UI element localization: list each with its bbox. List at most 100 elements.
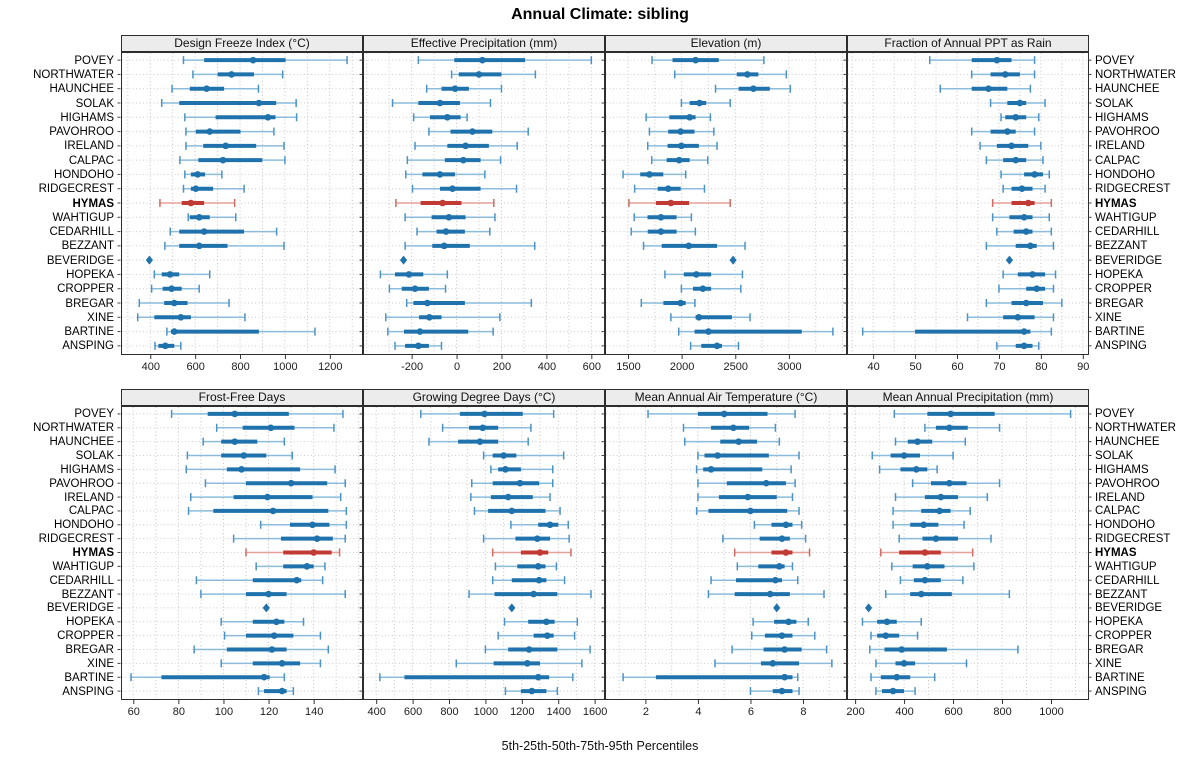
median-dot [535, 576, 543, 584]
percentile-row-bezzant [200, 590, 346, 599]
median-dot [203, 85, 210, 93]
median-dot [278, 687, 286, 695]
median-dot [416, 328, 424, 335]
percentile-row-cropper [751, 631, 816, 640]
median-dot [898, 646, 905, 653]
percentile-row-wahtigup [891, 562, 975, 571]
median-dot [883, 618, 891, 626]
median-dot [677, 128, 684, 135]
median-dot [778, 687, 786, 695]
site-label-right-xine: XINE [1095, 311, 1122, 324]
percentile-row-haunchee [425, 84, 503, 93]
percentile-row-hopeka [664, 270, 744, 279]
panel-plot-frost-free-days [117, 406, 366, 700]
x-axis-design-freeze-index-c: 400 600 800 1000 1200 [142, 355, 343, 373]
median-dot [194, 171, 201, 178]
median-dot [436, 171, 444, 178]
percentile-row-bezzant [468, 590, 592, 599]
site-label-left-pavohroo: PAVOHROO [49, 477, 114, 490]
median-dot [782, 549, 790, 556]
x-axis-growing-degree-days-c: 400 600 800 1000 1200 1400 1600 [368, 700, 607, 718]
percentile-row-bartine [861, 327, 1053, 336]
percentile-row-ridgecrest [1002, 184, 1046, 193]
percentile-row-hondoho [259, 520, 348, 529]
median-dot [187, 199, 195, 207]
median-dot [313, 535, 321, 542]
percentile-row-northwater [970, 70, 1036, 79]
median-dot [889, 687, 897, 695]
median-dot [730, 424, 737, 432]
site-label-left-hymas: HYMAS [72, 197, 114, 210]
site-label-left-hymas: HYMAS [72, 547, 114, 559]
percentile-row-xine [670, 313, 751, 322]
panel-plot-growing-degree-days-c [359, 406, 608, 700]
median-dot [516, 479, 524, 487]
median-dot [781, 646, 788, 653]
percentile-row-bezzant [884, 590, 1011, 599]
percentile-row-xine [966, 313, 1055, 322]
site-label-right-ansping: ANSPING [1095, 340, 1147, 353]
site-label-right-solak: SOLAK [1095, 450, 1134, 462]
percentile-row-highams [645, 113, 712, 122]
median-dot [692, 56, 699, 64]
median-dot [534, 673, 542, 681]
median-dot [231, 410, 239, 418]
median-dot [914, 438, 921, 445]
median-dot [260, 673, 268, 681]
percentile-row-cedarhill [630, 227, 697, 236]
median-dot [1008, 142, 1015, 150]
median-dot [534, 563, 542, 570]
site-label-left-bregar: BREGAR [65, 644, 114, 656]
median-dot [932, 535, 940, 542]
x-tick-label: 60 [951, 361, 963, 373]
percentile-row-hymas [395, 199, 495, 207]
percentile-row-ridgecrest [722, 534, 807, 543]
percentile-row-hymas [245, 548, 341, 557]
median-dot [772, 576, 779, 584]
site-label-left-cedarhill: CEDARHILL [49, 226, 114, 239]
site-label-right-solak: SOLAK [1095, 97, 1134, 110]
median-dot [714, 452, 721, 459]
percentile-row-cropper [223, 631, 322, 640]
site-label-left-hondoho: HONDOHO [53, 519, 114, 532]
median-dot [170, 328, 178, 335]
percentile-row-ireland [185, 141, 285, 150]
median-dot [699, 285, 707, 293]
median-dot [500, 452, 507, 459]
site-label-right-bezzant: BEZZANT [1095, 588, 1148, 601]
percentile-row-haunchee [202, 437, 286, 446]
site-label-right-bezzant: BEZZANT [1095, 240, 1148, 253]
site-label-right-ridgecrest: RIDGECREST [1095, 183, 1171, 196]
percentile-row-ireland [646, 141, 718, 150]
median-dot [415, 342, 422, 350]
site-label-right-calpac: CALPAC [1095, 505, 1141, 518]
site-label-right-xine: XINE [1095, 657, 1122, 670]
median-dot [525, 646, 533, 653]
percentile-row-beveridge [262, 603, 270, 613]
x-tick-label: 800 [993, 706, 1011, 718]
percentile-row-northwater [192, 70, 284, 79]
median-dot [479, 424, 486, 432]
site-label-left-northwater: NORTHWATER [33, 422, 114, 435]
percentile-row-hymas [159, 199, 236, 207]
percentile-row-pavohroo [204, 479, 346, 488]
percentile-row-bregar [869, 645, 1019, 654]
median-dot [508, 507, 516, 515]
percentile-row-cropper [680, 284, 742, 293]
percentile-row-beveridge [773, 603, 781, 613]
site-label-right-wahtigup: WAHTIGUP [1095, 560, 1157, 573]
site-label-left-bregar: BREGAR [65, 297, 114, 310]
percentile-row-ansping [394, 341, 443, 350]
percentile-row-bezzant [707, 590, 825, 599]
median-dot [479, 56, 486, 64]
site-label-left-pavohroo: PAVOHROO [49, 126, 114, 139]
x-tick-label: 2000 [670, 361, 694, 373]
percentile-row-povey [417, 56, 593, 65]
site-label-right-cropper: CROPPER [1095, 283, 1152, 296]
percentile-row-xine [875, 659, 968, 668]
percentile-row-xine [136, 313, 246, 322]
x-tick-label: 1200 [318, 361, 342, 373]
percentile-row-pavohroo [471, 479, 554, 488]
site-label-right-highams: HIGHAMS [1095, 463, 1149, 476]
